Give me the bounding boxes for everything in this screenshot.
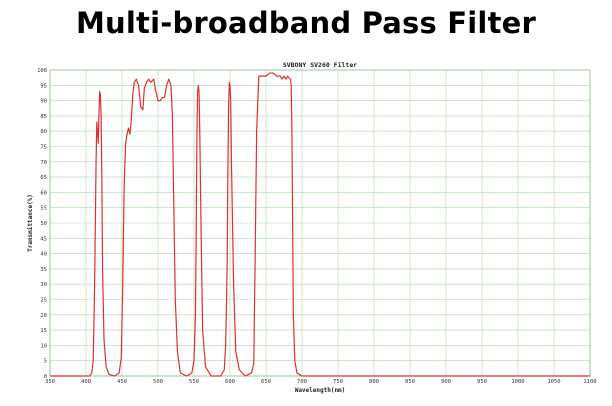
y-tick-label: 65 bbox=[40, 175, 47, 181]
x-tick-label: 550 bbox=[189, 379, 199, 385]
x-tick-label: 600 bbox=[225, 379, 235, 385]
y-axis-title: Transmittance(%) bbox=[27, 194, 34, 252]
y-tick-label: 40 bbox=[40, 252, 47, 258]
x-tick-label: 500 bbox=[153, 379, 163, 385]
x-tick-label: 1100 bbox=[583, 379, 596, 385]
y-tick-label: 80 bbox=[40, 129, 47, 135]
y-tick-label: 35 bbox=[40, 267, 47, 273]
y-tick-label: 55 bbox=[40, 206, 47, 212]
x-tick-label: 850 bbox=[405, 379, 415, 385]
x-axis-title: Wavelength(nm) bbox=[295, 387, 346, 394]
x-tick-label: 650 bbox=[261, 379, 271, 385]
x-tick-label: 750 bbox=[333, 379, 343, 385]
x-tick-label: 350 bbox=[45, 379, 55, 385]
y-tick-label: 90 bbox=[40, 99, 47, 105]
y-tick-label: 95 bbox=[40, 83, 47, 89]
x-tick-label: 950 bbox=[477, 379, 487, 385]
y-tick-label: 45 bbox=[40, 236, 47, 242]
y-tick-label: 100 bbox=[37, 68, 47, 74]
transmittance-curve bbox=[50, 72, 590, 377]
y-tick-label: 70 bbox=[40, 160, 47, 166]
y-tick-label: 50 bbox=[40, 221, 47, 227]
y-tick-label: 15 bbox=[40, 328, 47, 334]
x-tick-label: 800 bbox=[369, 379, 379, 385]
y-tick-label: 10 bbox=[40, 343, 47, 349]
y-tick-label: 30 bbox=[40, 282, 47, 288]
x-tick-label: 1000 bbox=[511, 379, 524, 385]
y-tick-label: 60 bbox=[40, 190, 47, 196]
y-tick-label: 0 bbox=[44, 374, 47, 380]
chart-grid bbox=[49, 69, 591, 377]
x-tick-label: 900 bbox=[441, 379, 451, 385]
y-tick-label: 85 bbox=[40, 114, 47, 120]
page-title: Multi-broadband Pass Filter bbox=[75, 6, 536, 40]
x-tick-label: 1050 bbox=[547, 379, 560, 385]
tick-labels: 350 400 450 500 550 600 650 700 750 800 850 900 950 1… bbox=[37, 68, 597, 385]
y-tick-label: 75 bbox=[40, 145, 47, 151]
y-tick-label: 25 bbox=[40, 298, 47, 304]
y-tick-label: 5 bbox=[44, 359, 47, 365]
y-tick-label: 20 bbox=[40, 313, 47, 319]
x-tick-label: 700 bbox=[297, 379, 307, 385]
x-tick-label: 400 bbox=[81, 379, 91, 385]
chart-title: SVBONY SV260 Filter bbox=[283, 61, 357, 69]
x-tick-label: 450 bbox=[117, 379, 127, 385]
